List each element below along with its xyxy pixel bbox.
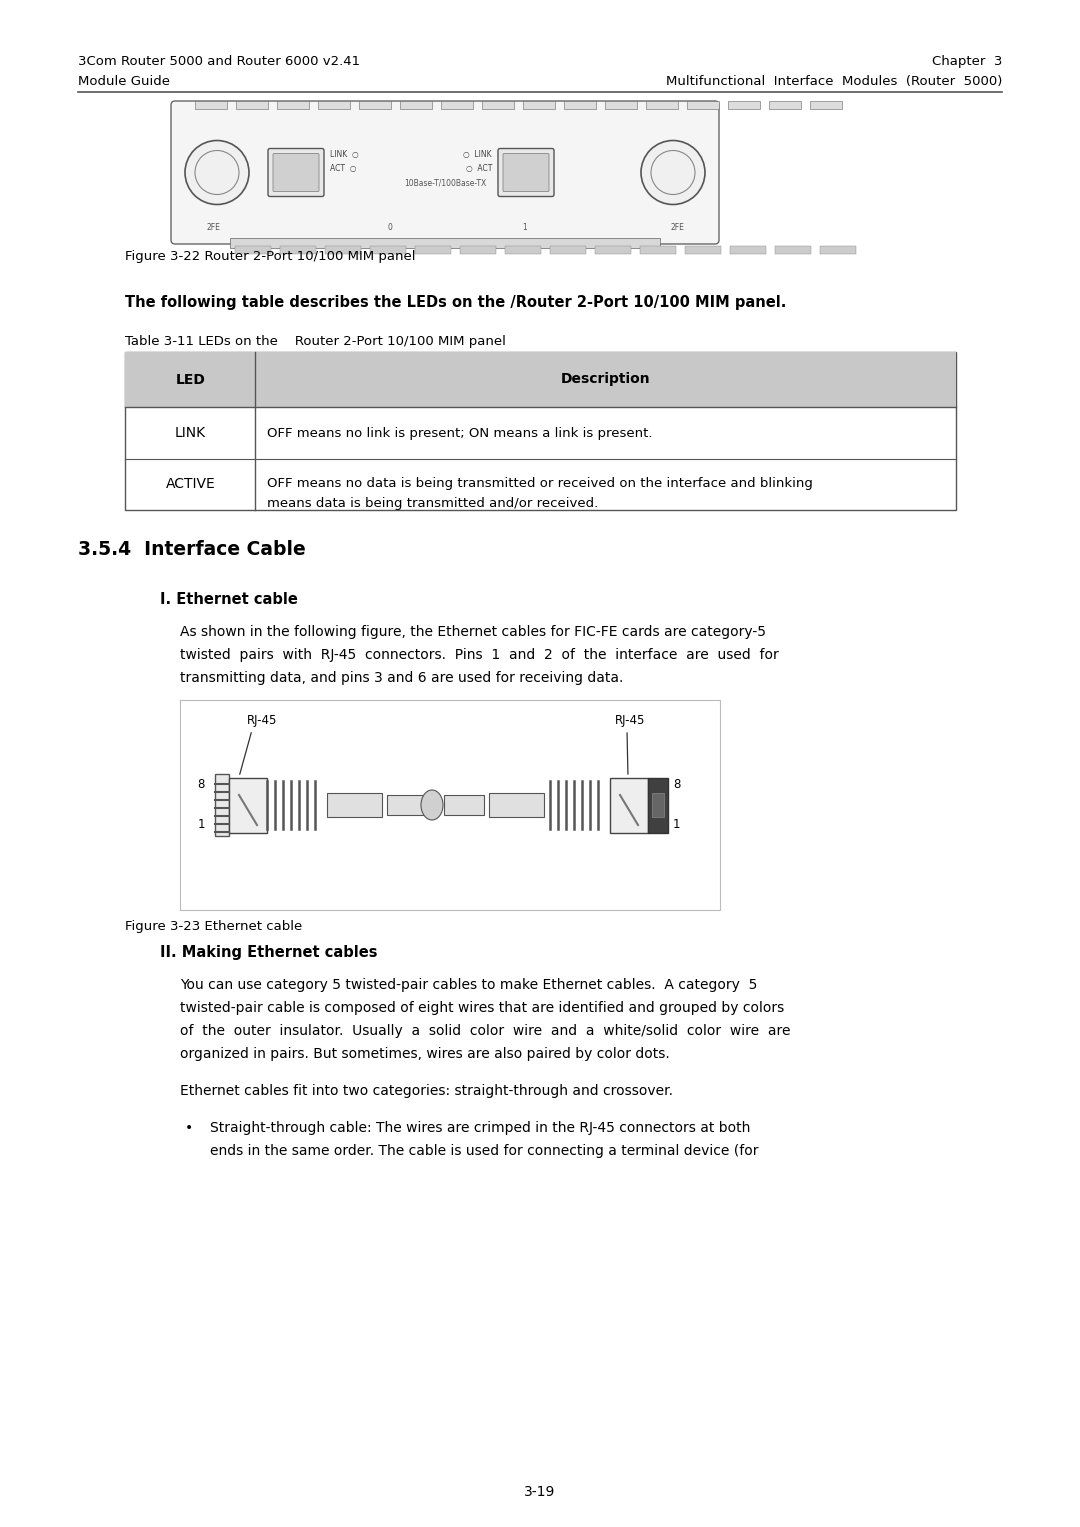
FancyBboxPatch shape <box>273 154 319 191</box>
Bar <box>523 101 555 108</box>
Bar <box>482 101 514 108</box>
Text: As shown in the following figure, the Ethernet cables for FIC-FE cards are categ: As shown in the following figure, the Et… <box>180 625 766 638</box>
Text: of  the  outer  insulator.  Usually  a  solid  color  wire  and  a  white/solid : of the outer insulator. Usually a solid … <box>180 1025 791 1038</box>
Bar <box>820 246 856 253</box>
Bar <box>125 353 956 408</box>
Bar <box>195 101 227 108</box>
Text: •: • <box>185 1121 193 1135</box>
FancyBboxPatch shape <box>503 154 549 191</box>
Bar <box>730 246 766 253</box>
Text: Module Guide: Module Guide <box>78 75 170 89</box>
Bar <box>280 246 316 253</box>
Bar <box>444 796 484 815</box>
Bar <box>229 777 267 832</box>
Text: Ethernet cables fit into two categories: straight-through and crossover.: Ethernet cables fit into two categories:… <box>180 1084 673 1098</box>
Text: OFF means no link is present; ON means a link is present.: OFF means no link is present; ON means a… <box>267 426 652 440</box>
Bar <box>685 246 721 253</box>
Bar <box>810 101 842 108</box>
Text: Straight-through cable: The wires are crimped in the RJ-45 connectors at both: Straight-through cable: The wires are cr… <box>210 1121 751 1135</box>
Bar <box>276 101 309 108</box>
Text: 3.5.4  Interface Cable: 3.5.4 Interface Cable <box>78 541 306 559</box>
Text: 1: 1 <box>673 818 680 832</box>
Bar <box>505 246 541 253</box>
Text: Figure 3-23 Ethernet cable: Figure 3-23 Ethernet cable <box>125 919 302 933</box>
Bar <box>728 101 760 108</box>
Circle shape <box>185 140 249 205</box>
Text: RJ-45: RJ-45 <box>615 715 646 727</box>
Text: Multifunctional  Interface  Modules  (Router  5000): Multifunctional Interface Modules (Route… <box>666 75 1002 89</box>
Bar <box>769 101 801 108</box>
Bar <box>460 246 496 253</box>
Bar <box>359 101 391 108</box>
Bar <box>325 246 361 253</box>
Text: 8: 8 <box>198 779 205 791</box>
Text: Figure 3-22 Router 2-Port 10/100 MIM panel: Figure 3-22 Router 2-Port 10/100 MIM pan… <box>125 250 416 263</box>
Bar <box>775 246 811 253</box>
Text: 8: 8 <box>673 779 680 791</box>
Bar <box>400 101 432 108</box>
FancyBboxPatch shape <box>268 148 324 197</box>
Bar <box>318 101 350 108</box>
Text: Table 3-11 LEDs on the    Router 2-Port 10/100 MIM panel: Table 3-11 LEDs on the Router 2-Port 10/… <box>125 334 507 348</box>
Text: transmitting data, and pins 3 and 6 are used for receiving data.: transmitting data, and pins 3 and 6 are … <box>180 670 623 686</box>
Text: Chapter  3: Chapter 3 <box>932 55 1002 69</box>
Text: ends in the same order. The cable is used for connecting a terminal device (for: ends in the same order. The cable is use… <box>210 1144 758 1157</box>
Text: twisted-pair cable is composed of eight wires that are identified and grouped by: twisted-pair cable is composed of eight … <box>180 1002 784 1015</box>
Bar <box>646 101 678 108</box>
Text: ○  ACT: ○ ACT <box>465 163 492 173</box>
Text: RJ-45: RJ-45 <box>247 715 278 727</box>
Bar <box>235 246 271 253</box>
Bar <box>640 246 676 253</box>
Bar <box>595 246 631 253</box>
Bar <box>180 699 720 910</box>
Text: 2FE: 2FE <box>206 223 220 232</box>
Text: 0: 0 <box>388 223 392 232</box>
Text: 1: 1 <box>198 818 205 832</box>
Text: 10Base-T/100Base-TX: 10Base-T/100Base-TX <box>404 179 486 186</box>
Text: LED: LED <box>175 373 205 386</box>
Bar <box>605 101 637 108</box>
Text: The following table describes the LEDs on the /Router 2-Port 10/100 MIM panel.: The following table describes the LEDs o… <box>125 295 786 310</box>
Bar <box>652 793 664 817</box>
Bar <box>327 793 382 817</box>
Text: OFF means no data is being transmitted or received on the interface and blinking: OFF means no data is being transmitted o… <box>267 476 813 490</box>
Text: II. Making Ethernet cables: II. Making Ethernet cables <box>160 945 377 960</box>
Text: 1: 1 <box>523 223 527 232</box>
Bar <box>387 796 427 815</box>
Bar <box>687 101 719 108</box>
Ellipse shape <box>421 789 443 820</box>
Text: 2FE: 2FE <box>670 223 684 232</box>
Text: ACTIVE: ACTIVE <box>165 478 215 492</box>
Text: Description: Description <box>561 373 650 386</box>
Circle shape <box>642 140 705 205</box>
Text: 3Com Router 5000 and Router 6000 v2.41: 3Com Router 5000 and Router 6000 v2.41 <box>78 55 360 69</box>
Bar <box>441 101 473 108</box>
Text: You can use category 5 twisted-pair cables to make Ethernet cables.  A category : You can use category 5 twisted-pair cabl… <box>180 977 757 993</box>
Bar <box>230 238 660 247</box>
Text: organized in pairs. But sometimes, wires are also paired by color dots.: organized in pairs. But sometimes, wires… <box>180 1048 670 1061</box>
Text: I. Ethernet cable: I. Ethernet cable <box>160 592 298 608</box>
Text: means data is being transmitted and/or received.: means data is being transmitted and/or r… <box>267 496 598 510</box>
Text: ACT  ○: ACT ○ <box>330 163 356 173</box>
FancyBboxPatch shape <box>498 148 554 197</box>
Bar <box>125 353 956 510</box>
Text: LINK  ○: LINK ○ <box>330 150 359 159</box>
Text: LINK: LINK <box>175 426 206 440</box>
Bar <box>370 246 406 253</box>
Text: 3-19: 3-19 <box>524 1484 556 1500</box>
Text: ○  LINK: ○ LINK <box>463 150 492 159</box>
Text: twisted  pairs  with  RJ-45  connectors.  Pins  1  and  2  of  the  interface  a: twisted pairs with RJ-45 connectors. Pin… <box>180 647 779 663</box>
Bar <box>215 774 229 835</box>
Bar <box>564 101 596 108</box>
FancyBboxPatch shape <box>171 101 719 244</box>
Bar <box>489 793 544 817</box>
Bar <box>610 777 648 832</box>
Bar <box>237 101 268 108</box>
Bar <box>648 777 669 832</box>
Bar <box>550 246 586 253</box>
Bar <box>415 246 451 253</box>
